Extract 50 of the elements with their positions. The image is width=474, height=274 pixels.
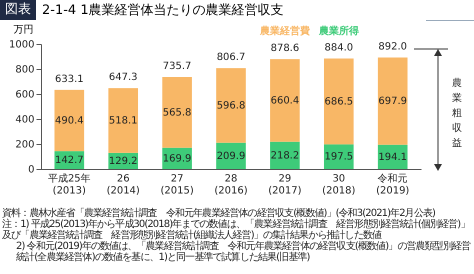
total-label: 735.7	[162, 61, 192, 72]
x-tick-label: 平成25年 (2013)	[48, 172, 91, 196]
bar	[54, 90, 84, 152]
data-label: 518.1	[108, 115, 138, 126]
bar	[216, 68, 246, 143]
data-label: 565.8	[162, 107, 192, 118]
x-tick-label: 令和元 (2019)	[376, 172, 410, 196]
x-tick-label: 29 (2017)	[268, 174, 302, 196]
bar	[108, 88, 138, 153]
text: 資料：農林水産省「農業経営統計調査 令和元年農業経営体の経営収支(概数値)」(令和3(2021)年2月公表)	[2, 208, 436, 219]
total-label: 892.0	[378, 42, 408, 52]
data-label: 169.9	[162, 153, 192, 164]
total-label: 806.7	[216, 52, 246, 64]
total-label: 884.0	[324, 42, 354, 54]
text: 農業経営費	[258, 25, 310, 37]
bar	[162, 77, 192, 148]
y-tick-label: 200	[15, 140, 34, 150]
total-label: 878.6	[270, 43, 300, 54]
total-label: 633.1	[54, 74, 84, 85]
data-label: 129.2	[108, 156, 138, 167]
y-tick-label: 1000	[9, 40, 34, 50]
data-label: 697.9	[378, 96, 408, 108]
bar	[270, 142, 300, 169]
y-tick-label: 800	[15, 64, 34, 76]
data-label: 197.5	[324, 152, 354, 163]
x-tick-label: 28 (2016)	[214, 174, 248, 196]
bar	[378, 58, 408, 145]
data-label: 194.1	[378, 152, 408, 163]
data-label: 490.4	[54, 116, 84, 127]
text: 農業粗収益	[452, 76, 463, 151]
total-label: 647.3	[108, 72, 138, 84]
data-label: 209.9	[216, 150, 246, 162]
y-axis-title: 万円	[14, 24, 34, 36]
data-label: 596.8	[216, 100, 246, 112]
bar	[324, 58, 354, 144]
x-tick-label: 26 (2014)	[106, 174, 140, 196]
text: 注：1) 平成25(2013)年から平成30(2018)年までの数値は、「農業経営統計調査 経営形態別経営統計(個別経営)」及び「農業経営統計調査 経営形態別経営統計(組織法人経営)」の集計結果から推計した数値	[2, 219, 470, 241]
x-tick-label: 30 (2018)	[322, 174, 356, 196]
x-tick-label: 27 (2015)	[160, 174, 194, 196]
y-tick-label: 600	[15, 90, 34, 100]
chart-title: 図表 2-1-4 1農業経営体当たりの農業経営収支	[4, 1, 284, 20]
y-tick-label: 0	[28, 164, 34, 176]
data-label: 660.4	[270, 95, 300, 106]
y-tick-label: 400	[15, 114, 34, 126]
data-label: 218.2	[270, 150, 300, 162]
data-label: 686.5	[324, 96, 354, 108]
text: 2) 令和元(2019)年の数値は、「農業経営統計調査 令和元年農業経営体の経営収支(概数値)」の営農類型別経営統計(全農業経営体)の数値を基に、1)と同一基準で試算した結果(旧基準)	[15, 241, 472, 263]
text: 農業所得	[318, 25, 359, 37]
bar	[270, 59, 300, 142]
data-label: 142.7	[54, 155, 84, 166]
